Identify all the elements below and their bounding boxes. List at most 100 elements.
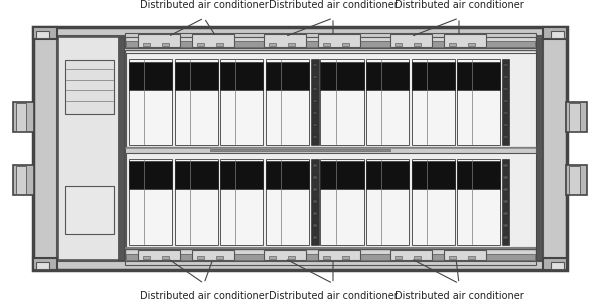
Bar — [36, 262, 49, 269]
Bar — [264, 34, 306, 46]
Bar — [313, 164, 317, 167]
Bar — [412, 159, 455, 244]
Bar — [390, 34, 432, 46]
Bar — [288, 43, 295, 46]
Text: Distributed air conditioner: Distributed air conditioner — [140, 291, 268, 300]
Bar — [311, 59, 319, 145]
Bar — [288, 256, 295, 259]
Bar — [175, 159, 218, 244]
Bar — [503, 236, 508, 239]
Bar — [320, 61, 364, 90]
Bar — [125, 249, 536, 261]
Bar — [313, 236, 317, 239]
Bar — [457, 61, 500, 90]
Bar — [449, 43, 456, 46]
Bar — [320, 59, 364, 145]
Bar — [414, 43, 421, 46]
Bar — [269, 43, 276, 46]
Text: Distributed air conditioner: Distributed air conditioner — [269, 291, 397, 300]
Bar — [313, 124, 317, 126]
Bar — [395, 256, 402, 259]
Bar — [566, 165, 587, 195]
Bar — [266, 159, 309, 244]
Bar — [36, 31, 49, 38]
Bar — [16, 103, 26, 131]
Bar — [269, 256, 276, 259]
Bar — [468, 43, 475, 46]
Bar — [313, 136, 317, 138]
Bar — [342, 43, 349, 46]
Bar — [503, 100, 508, 102]
Bar — [318, 34, 360, 46]
Bar — [313, 88, 317, 90]
Bar — [129, 61, 172, 90]
Bar — [126, 152, 536, 247]
Bar — [502, 159, 509, 244]
Bar — [33, 27, 567, 270]
Bar — [118, 37, 124, 260]
Bar — [129, 160, 172, 189]
Bar — [342, 256, 349, 259]
Bar — [266, 59, 309, 145]
Bar — [503, 76, 508, 78]
Bar — [125, 147, 536, 153]
Bar — [412, 61, 455, 90]
Bar — [13, 102, 34, 132]
Bar — [503, 112, 508, 114]
Bar — [162, 256, 169, 259]
Bar — [323, 256, 330, 259]
Bar — [412, 59, 455, 145]
Bar — [175, 59, 218, 145]
Bar — [13, 165, 34, 195]
Bar — [216, 43, 223, 46]
Bar — [313, 176, 317, 178]
Bar — [311, 159, 319, 244]
Bar — [65, 186, 114, 234]
Bar — [323, 43, 330, 46]
Bar — [216, 256, 223, 259]
Bar — [65, 60, 114, 114]
Text: Distributed air conditioner: Distributed air conditioner — [140, 1, 268, 10]
Text: Distributed air conditioner: Distributed air conditioner — [395, 291, 523, 300]
Bar — [33, 258, 57, 270]
Bar — [58, 37, 124, 260]
Bar — [126, 254, 535, 260]
Bar — [33, 27, 57, 39]
Bar — [366, 61, 409, 90]
Bar — [313, 76, 317, 78]
Bar — [125, 36, 536, 48]
Bar — [210, 149, 390, 151]
Bar — [197, 256, 204, 259]
Bar — [220, 59, 263, 145]
Bar — [457, 159, 500, 244]
Bar — [414, 256, 421, 259]
Bar — [569, 166, 580, 194]
Bar — [192, 250, 234, 260]
Bar — [313, 64, 317, 66]
Bar — [125, 261, 536, 265]
Bar — [503, 136, 508, 138]
Bar — [551, 262, 564, 269]
Bar — [175, 61, 218, 90]
Bar — [543, 258, 567, 270]
Bar — [197, 43, 204, 46]
Bar — [503, 64, 508, 66]
Bar — [266, 160, 309, 189]
Bar — [313, 212, 317, 214]
Bar — [395, 43, 402, 46]
Bar — [143, 256, 150, 259]
Bar — [503, 224, 508, 226]
Bar — [264, 250, 306, 260]
Bar — [266, 61, 309, 90]
Bar — [569, 103, 580, 131]
Bar — [220, 61, 263, 90]
Bar — [457, 59, 500, 145]
Text: Distributed air conditioner: Distributed air conditioner — [395, 1, 523, 10]
Bar — [566, 102, 587, 132]
Bar — [503, 212, 508, 214]
Bar — [126, 41, 535, 47]
Bar — [449, 256, 456, 259]
Bar — [313, 224, 317, 226]
Bar — [318, 250, 360, 260]
Bar — [175, 160, 218, 189]
